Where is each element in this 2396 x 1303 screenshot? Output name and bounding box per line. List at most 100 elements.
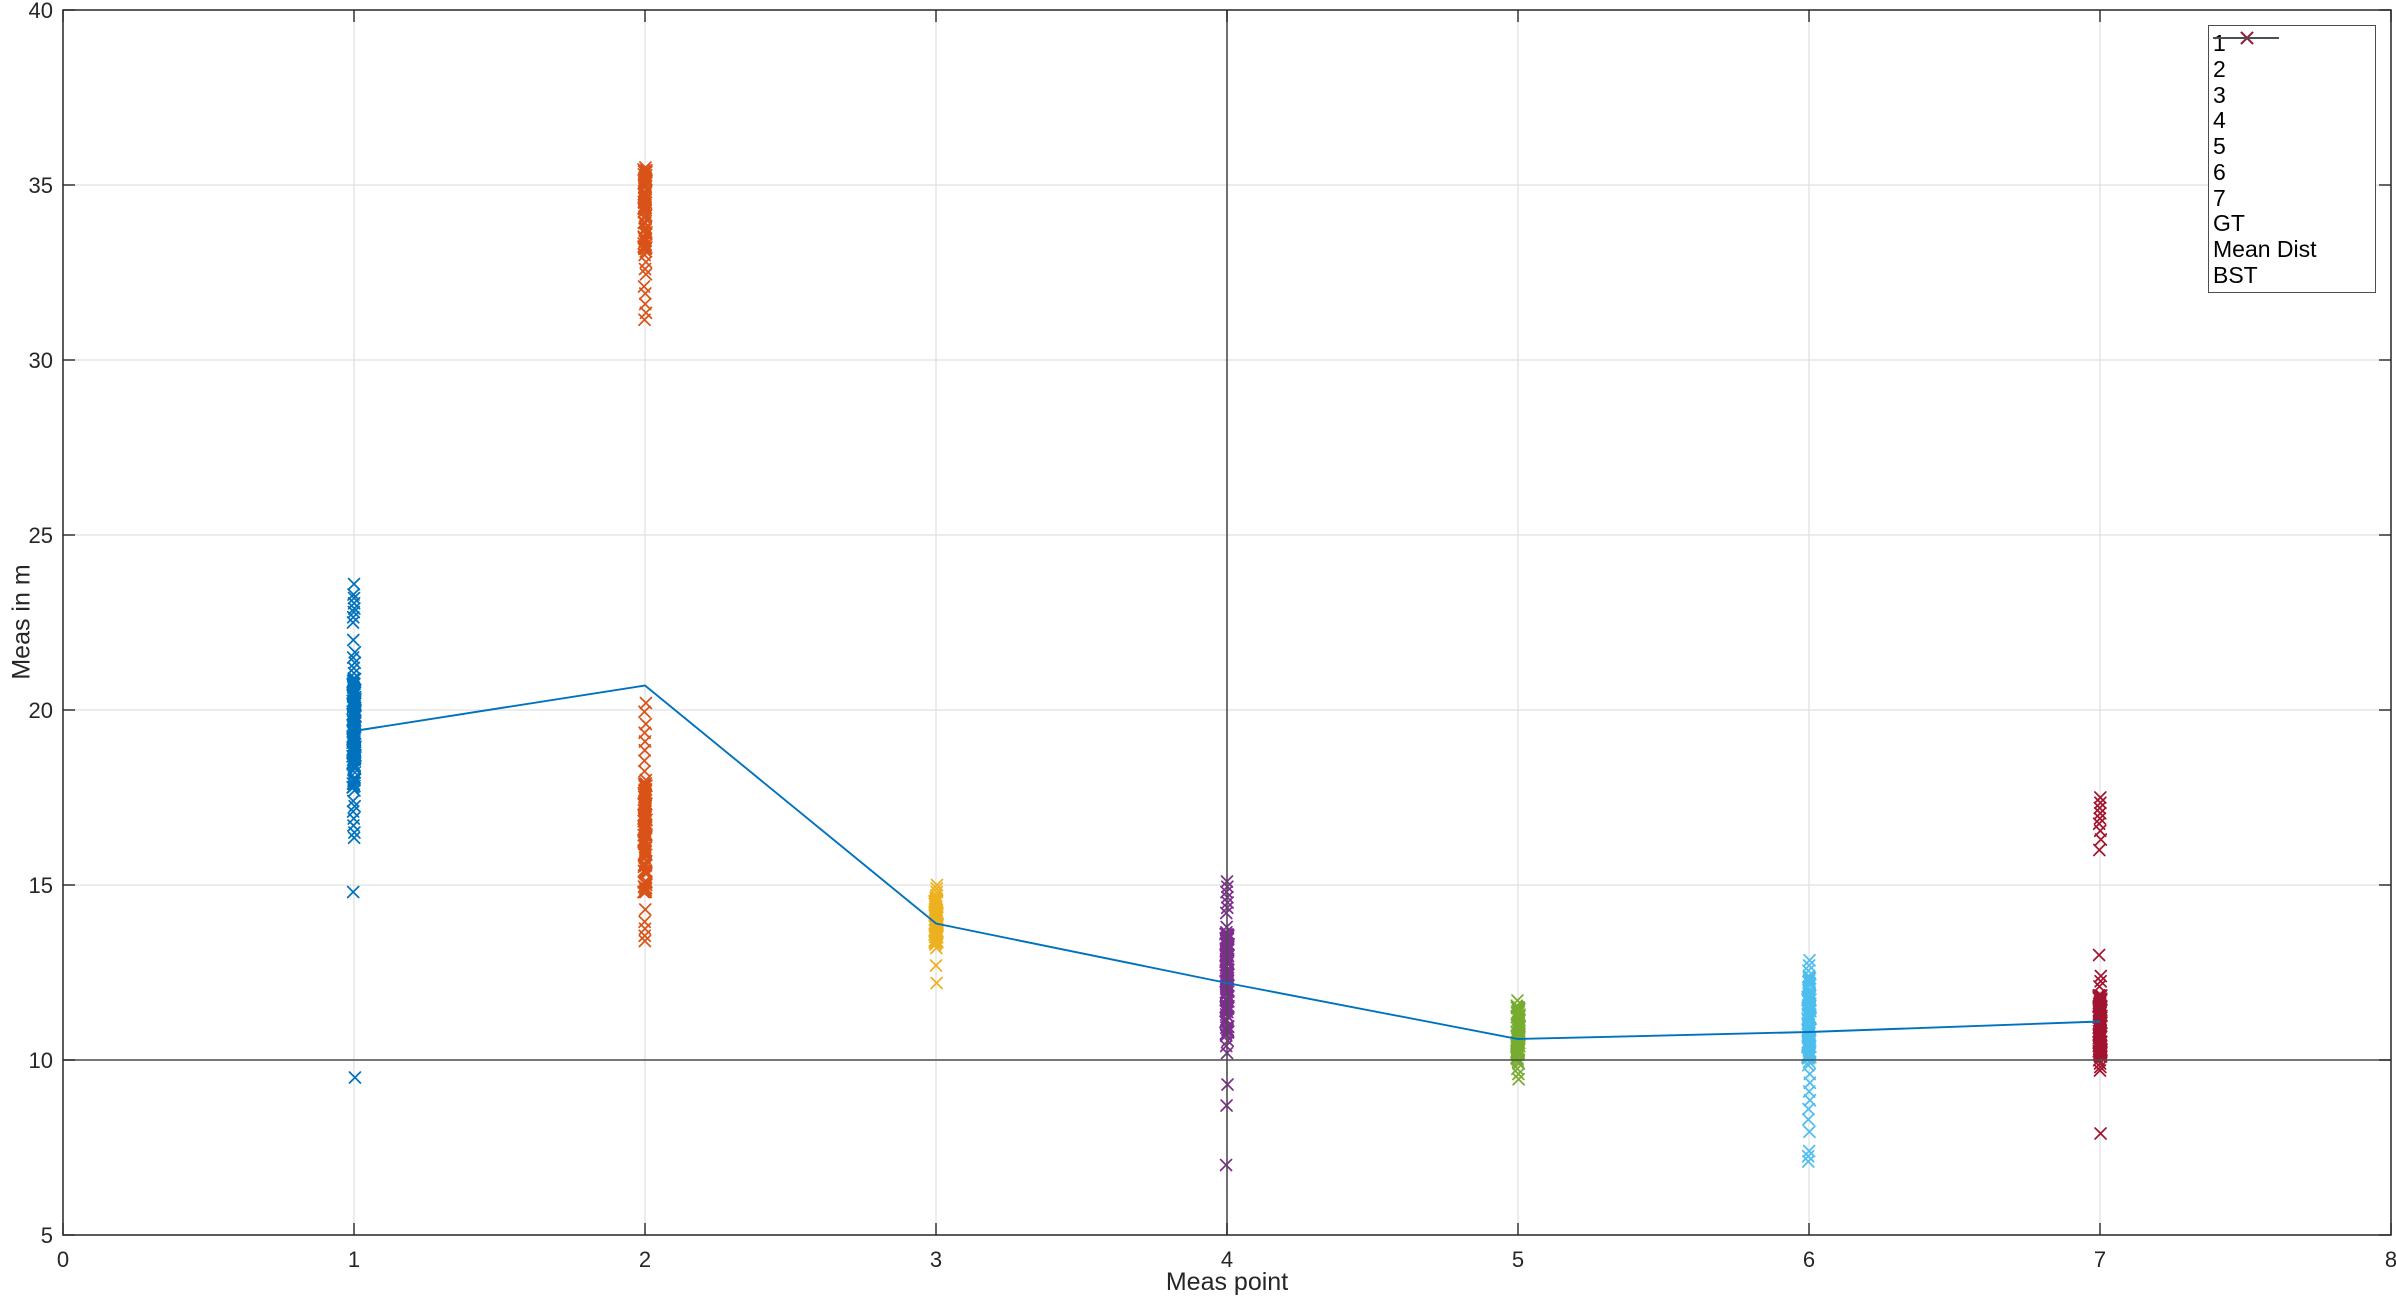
scatter-marker-6	[1804, 1012, 1817, 1026]
scatter-marker-1	[348, 677, 361, 691]
scatter-marker-2	[638, 793, 652, 807]
scatter-marker-1	[347, 700, 360, 713]
legend-item-bst: BST	[2209, 37, 2375, 288]
scatter-marker-6	[1802, 964, 1815, 978]
scatter-marker-7	[2093, 801, 2107, 815]
scatter-marker-2	[638, 885, 652, 899]
scatter-marker-6	[1801, 1012, 1814, 1025]
scatter-marker-2	[640, 240, 653, 254]
y-tick-label: 5	[41, 1223, 53, 1248]
scatter-marker-5	[1511, 994, 1524, 1007]
legend-label: 3	[2213, 81, 2226, 108]
scatter-marker-6	[1803, 1000, 1817, 1014]
scatter-marker-2	[638, 196, 651, 210]
scatter-marker-2	[639, 808, 653, 822]
scatter-marker-5	[1512, 1072, 1525, 1086]
scatter-marker-7	[2094, 796, 2107, 810]
scatter-marker-6	[1801, 1149, 1815, 1163]
scatter-marker-1	[347, 774, 360, 788]
scatter-marker-7	[2093, 791, 2107, 804]
scatter-marker-7	[2093, 1060, 2107, 1074]
scatter-marker-2	[639, 267, 653, 281]
scatter-marker-7	[2093, 995, 2107, 1009]
scatter-marker-1	[346, 616, 360, 629]
scatter-marker-3	[929, 938, 942, 951]
legend-item-7: 7	[2209, 31, 2375, 211]
scatter-marker-7	[2094, 990, 2108, 1003]
legend-item-2: 2	[2209, 31, 2375, 82]
x-tick-label: 5	[1512, 1247, 1524, 1272]
scatter-marker-7	[2092, 1000, 2106, 1014]
scatter-marker-1	[347, 831, 361, 845]
scatter-marker-3	[929, 896, 942, 910]
legend-item-6: 6	[2209, 31, 2375, 185]
scatter-marker-1	[348, 730, 362, 744]
scatter-marker-7	[2095, 1016, 2108, 1030]
y-tick-label: 35	[29, 173, 53, 198]
scatter-marker-7	[2094, 969, 2108, 983]
legend-label: 2	[2213, 55, 2226, 82]
scatter-marker-2	[639, 848, 653, 862]
y-tick-label: 20	[29, 698, 53, 723]
scatter-marker-7	[2092, 948, 2106, 962]
legend-label: 6	[2213, 158, 2226, 185]
scatter-marker-6	[1802, 1113, 1815, 1126]
scatter-marker-6	[1803, 953, 1816, 967]
scatter-marker-1	[347, 661, 361, 675]
scatter-marker-2	[639, 773, 653, 787]
scatter-marker-1	[346, 777, 360, 790]
scatter-marker-6	[1803, 1125, 1816, 1139]
legend-label: 4	[2213, 107, 2226, 134]
scatter-marker-3	[930, 976, 943, 990]
x-tick-label: 4	[1221, 1247, 1233, 1272]
scatter-marker-4	[1219, 1027, 1233, 1040]
scatter-marker-1	[347, 666, 361, 680]
scatter-marker-2	[637, 165, 651, 178]
scatter-marker-3	[929, 959, 943, 972]
scatter-marker-2	[639, 830, 653, 844]
scatter-marker-2	[638, 754, 651, 768]
scatter-marker-6	[1801, 1155, 1815, 1168]
scatter-marker-3	[928, 900, 942, 913]
scatter-marker-2	[637, 180, 651, 194]
scatter-marker-2	[638, 287, 652, 300]
scatter-marker-7	[2093, 806, 2107, 820]
scatter-marker-6	[1802, 988, 1816, 1002]
x-tick-label: 8	[2385, 1247, 2396, 1272]
scatter-marker-5	[1512, 1067, 1525, 1081]
scatter-marker-7	[2092, 843, 2106, 857]
scatter-marker-7	[2094, 833, 2108, 846]
scatter-marker-2	[639, 788, 652, 802]
scatter-marker-4	[1222, 999, 1235, 1013]
scatter-marker-2	[639, 875, 653, 888]
scatter-marker-2	[639, 238, 653, 251]
scatter-marker-3	[930, 941, 943, 955]
legend-item-5: 5	[2209, 31, 2375, 159]
scatter-marker-6	[1802, 1102, 1815, 1116]
scatter-marker-7	[2094, 1127, 2107, 1140]
legend-item-3: 3	[2209, 31, 2375, 108]
scatter-marker-3	[930, 885, 944, 899]
legend-label: Mean Dist	[2213, 235, 2317, 262]
scatter-marker-4	[1219, 1008, 1233, 1021]
scatter-marker-2	[638, 903, 652, 916]
scatter-marker-6	[1803, 1047, 1817, 1061]
legend: 1 2 3 4 5 6 7 GT Mean Dist BST	[2208, 25, 2376, 293]
scatter-marker-4	[1222, 938, 1235, 951]
scatter-marker-2	[638, 929, 652, 943]
scatter-marker-2	[640, 813, 653, 827]
scatter-marker-6	[1802, 959, 1816, 972]
legend-label: 7	[2213, 184, 2226, 211]
scatter-marker-7	[2093, 812, 2107, 825]
scatter-marker-1	[347, 746, 360, 760]
y-tick-label: 10	[29, 1048, 53, 1073]
legend-label: BST	[2213, 261, 2258, 288]
scatter-marker-3	[930, 903, 944, 917]
legend-item-4: 4	[2209, 31, 2375, 134]
legend-item-mean-dist: Mean Dist	[2209, 37, 2375, 262]
x-tick-label: 1	[348, 1247, 360, 1272]
scatter-marker-2	[638, 313, 651, 327]
scatter-marker-4	[1219, 952, 1233, 966]
scatter-marker-1	[348, 826, 361, 839]
